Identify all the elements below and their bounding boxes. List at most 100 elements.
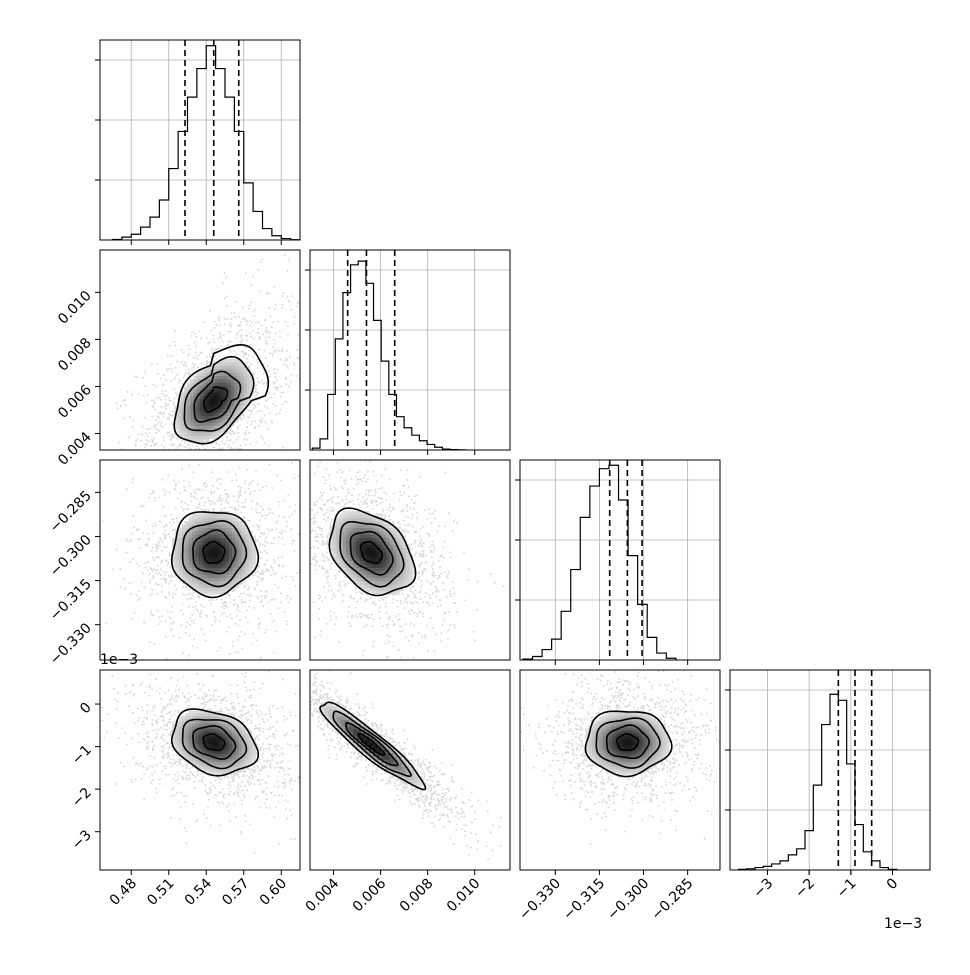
density-cell bbox=[237, 385, 241, 390]
density-cell bbox=[202, 730, 206, 734]
density-cell bbox=[224, 405, 229, 410]
density-cell bbox=[382, 567, 387, 572]
density-cell bbox=[361, 749, 366, 754]
density-cell bbox=[609, 748, 613, 752]
density-cell bbox=[366, 554, 370, 558]
density-cell bbox=[245, 743, 250, 747]
density-cell bbox=[352, 521, 357, 525]
density-cell bbox=[175, 738, 179, 742]
density-cell bbox=[234, 362, 238, 366]
density-panel bbox=[102, 462, 300, 660]
density-cell bbox=[352, 511, 357, 515]
density-cell bbox=[612, 766, 617, 770]
density-cell bbox=[356, 574, 360, 578]
density-cell bbox=[215, 551, 220, 555]
density-cell bbox=[215, 574, 220, 578]
density-cell bbox=[402, 574, 407, 578]
density-cell bbox=[356, 511, 360, 515]
density-cell bbox=[639, 748, 643, 752]
density-cell bbox=[232, 771, 236, 775]
x-tick-label: 0.008 bbox=[397, 876, 437, 916]
density-cell bbox=[396, 567, 400, 572]
density-cell bbox=[629, 741, 633, 744]
density-cell bbox=[212, 418, 216, 423]
density-cell bbox=[208, 720, 213, 724]
density-cell bbox=[366, 537, 370, 542]
density-cell bbox=[342, 517, 347, 522]
density-cell bbox=[320, 706, 325, 710]
density-cell bbox=[605, 723, 610, 727]
density-cell bbox=[238, 574, 243, 578]
density-cell bbox=[405, 772, 411, 777]
density-cell bbox=[192, 725, 196, 729]
density-cell bbox=[175, 733, 179, 737]
density-cell bbox=[356, 554, 360, 558]
density-cell bbox=[382, 527, 387, 532]
density-cell bbox=[352, 537, 357, 542]
density-cell bbox=[346, 514, 350, 519]
density-cell bbox=[615, 715, 620, 719]
density-cell bbox=[225, 718, 230, 722]
density-cell bbox=[386, 564, 390, 568]
density-cell bbox=[352, 570, 357, 575]
density-cell bbox=[645, 723, 650, 727]
density-cell bbox=[629, 730, 633, 734]
density-cell bbox=[356, 561, 360, 565]
density-cell bbox=[190, 385, 194, 390]
density-cell bbox=[377, 749, 382, 754]
density-cell bbox=[228, 561, 233, 565]
density-cell bbox=[376, 574, 380, 578]
density-cell bbox=[193, 379, 197, 383]
density-cell bbox=[232, 534, 236, 538]
density-cell bbox=[248, 541, 253, 545]
density-cell bbox=[193, 425, 197, 430]
density-cell bbox=[612, 718, 617, 722]
density-cell bbox=[612, 769, 617, 772]
density-cell bbox=[183, 425, 188, 430]
density-cell bbox=[221, 428, 226, 433]
density-cell bbox=[359, 561, 364, 565]
density-cell bbox=[212, 392, 216, 396]
density-cell bbox=[376, 554, 380, 558]
density-cell bbox=[632, 738, 636, 742]
density-cell bbox=[609, 753, 613, 757]
density-cell bbox=[225, 574, 230, 578]
density-cell bbox=[336, 706, 342, 710]
density-cell bbox=[225, 738, 230, 742]
density-cell bbox=[231, 392, 235, 396]
density-panel bbox=[520, 670, 720, 845]
density-cell bbox=[397, 759, 403, 764]
density-cell bbox=[635, 736, 640, 739]
density-cell bbox=[389, 766, 394, 770]
density-cell bbox=[248, 761, 253, 765]
density-cell bbox=[396, 584, 400, 588]
density-cell bbox=[413, 782, 419, 787]
density-cell bbox=[212, 541, 216, 545]
density-cell bbox=[187, 385, 191, 390]
density-cell bbox=[629, 713, 633, 716]
density-cell bbox=[232, 554, 236, 558]
density-cell bbox=[612, 746, 617, 750]
density-cell bbox=[625, 746, 630, 750]
density-cell bbox=[349, 561, 354, 565]
density-cell bbox=[362, 527, 367, 532]
density-cell bbox=[625, 743, 630, 747]
contour-line bbox=[605, 724, 651, 760]
density-cell bbox=[332, 544, 337, 548]
contour-line bbox=[349, 530, 394, 576]
density-cell bbox=[409, 557, 414, 562]
density-cell bbox=[625, 758, 630, 762]
histogram-step bbox=[737, 693, 898, 870]
density-cell bbox=[328, 702, 333, 707]
density-cell bbox=[231, 388, 235, 393]
density-cell bbox=[386, 524, 390, 529]
density-cell bbox=[215, 425, 219, 430]
density-cell bbox=[240, 388, 244, 393]
density-cell bbox=[329, 547, 334, 552]
density-cell bbox=[369, 584, 374, 588]
density-cell bbox=[352, 524, 357, 529]
density-cell bbox=[629, 771, 633, 775]
density-cell bbox=[629, 743, 633, 747]
density-cell bbox=[196, 388, 200, 393]
density-cell bbox=[221, 372, 226, 376]
